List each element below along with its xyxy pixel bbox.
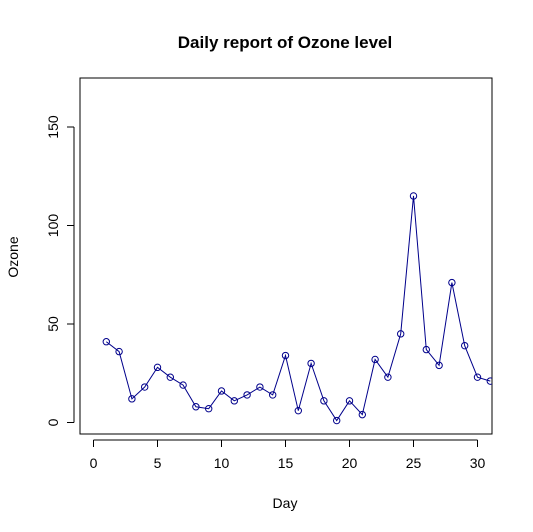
data-point: [345, 397, 354, 405]
data-point: [333, 416, 341, 425]
x-tick-label: 5: [154, 455, 162, 471]
data-point: [435, 361, 443, 370]
data-point: [153, 363, 162, 372]
data-point: [230, 397, 239, 405]
x-tick-label: 10: [214, 455, 230, 471]
data-point: [269, 391, 277, 399]
y-tick-label: 150: [45, 115, 61, 139]
data-point: [384, 373, 392, 381]
data-point: [473, 373, 482, 381]
x-tick-label: 0: [90, 455, 98, 471]
data-point: [320, 397, 328, 405]
series-layer: [102, 192, 492, 425]
data-point: [397, 330, 405, 338]
x-tick-label: 30: [470, 455, 486, 471]
data-point: [409, 192, 418, 200]
data-point: [115, 347, 123, 356]
y-tick-label: 100: [45, 214, 61, 238]
x-tick-label: 15: [278, 455, 294, 471]
data-point: [102, 338, 111, 346]
y-axis-label: Ozone: [5, 236, 21, 277]
data-point: [217, 387, 226, 395]
x-axis: 0 5 10 15 20 25 30: [90, 439, 486, 471]
series-line: [105, 195, 491, 422]
chart-title: Daily report of Ozone level: [178, 33, 392, 52]
data-point: [141, 383, 149, 391]
data-point: [486, 377, 492, 385]
data-point: [205, 405, 213, 413]
data-point: [448, 278, 456, 287]
data-point: [422, 345, 430, 354]
data-point: [166, 373, 175, 381]
data-point: [281, 351, 290, 360]
y-tick-label: 0: [45, 418, 61, 426]
y-axis: 0 50 100 150: [45, 115, 75, 426]
data-point: [192, 403, 200, 411]
data-point: [243, 391, 251, 399]
data-point: [179, 381, 187, 389]
x-axis-label: Day: [273, 495, 298, 511]
data-point: [307, 359, 315, 368]
data-point: [128, 395, 136, 403]
y-tick-label: 50: [45, 316, 61, 332]
data-point: [256, 383, 264, 391]
plot-frame: [79, 77, 493, 435]
data-point: [294, 406, 302, 415]
data-point: [358, 410, 366, 419]
data-point: [371, 355, 379, 364]
data-point: [461, 341, 469, 350]
x-tick-label: 25: [406, 455, 422, 471]
x-tick-label: 20: [342, 455, 358, 471]
